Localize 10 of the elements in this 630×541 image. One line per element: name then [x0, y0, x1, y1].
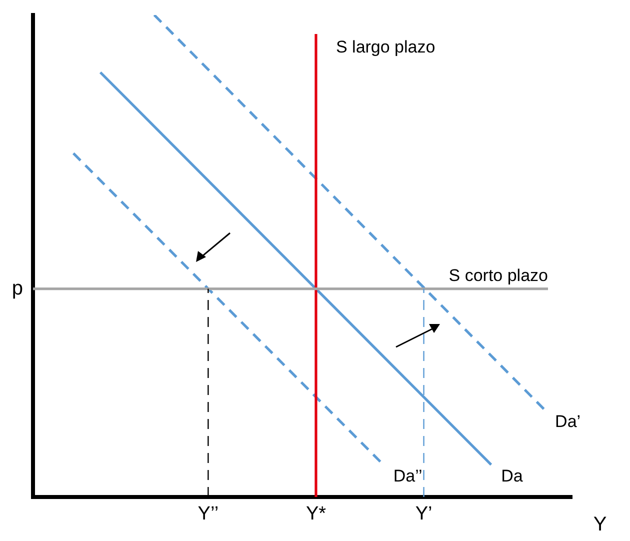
series-label: Da’ [555, 412, 581, 431]
series-label: Da [501, 466, 524, 486]
series-label: Da’’ [393, 466, 422, 486]
ref-line-label: S largo plazo [336, 38, 436, 57]
x-tick-label: Y’ [415, 504, 432, 525]
x-axis-title: Y [593, 514, 607, 536]
y-axis-title: p [12, 277, 23, 300]
x-tick-label: Y* [306, 504, 327, 525]
x-tick-label: Y’’ [198, 504, 219, 525]
ref-line-label: S corto plazo [448, 266, 548, 285]
